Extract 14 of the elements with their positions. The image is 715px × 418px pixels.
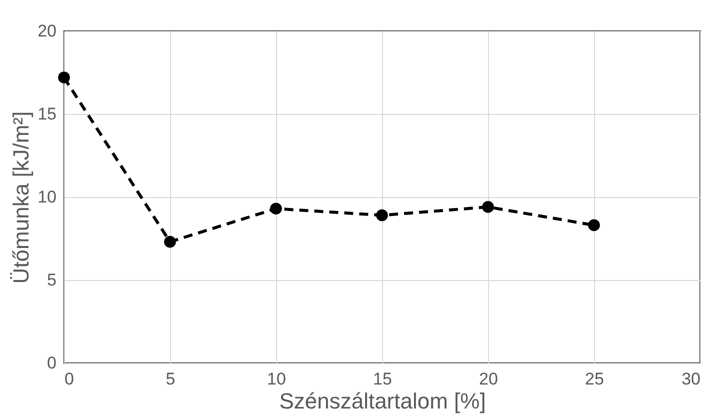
x-tick-label: 0 (64, 370, 74, 388)
y-tick-label: 20 (38, 22, 56, 40)
x-axis-title: Szénszáltartalom [%] (279, 388, 486, 414)
x-tick-label: 10 (267, 370, 286, 388)
x-tick-label: 20 (479, 370, 498, 388)
y-tick-label: 10 (38, 188, 56, 206)
x-tick-label: 25 (585, 370, 604, 388)
x-tick-label: 30 (682, 370, 700, 388)
x-tick-label: 15 (373, 370, 392, 388)
y-axis-title: Ütőmunka [kJ/m²] (8, 111, 34, 284)
x-tick-label: 5 (166, 370, 176, 388)
y-tick-label: 5 (47, 270, 56, 290)
y-tick-label: 15 (38, 104, 56, 124)
y-tick-label: 0 (47, 354, 56, 372)
